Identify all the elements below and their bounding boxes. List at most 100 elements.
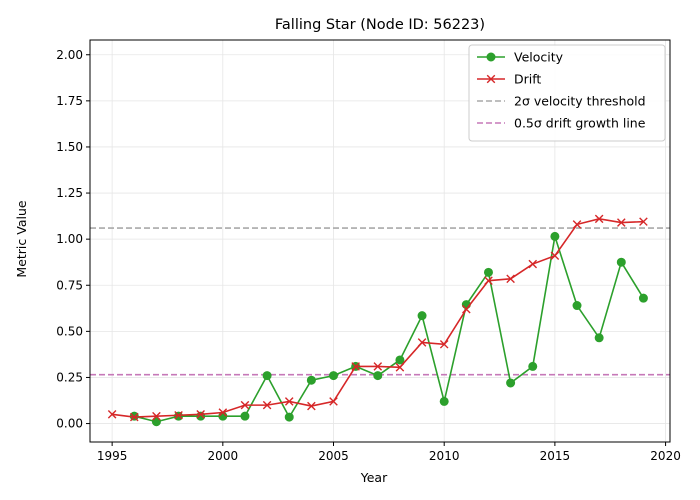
data-point	[395, 355, 405, 365]
legend-item: Velocity	[477, 50, 564, 65]
marker-stroke	[550, 251, 560, 261]
marker-stroke	[218, 408, 228, 417]
data-point	[373, 362, 383, 371]
marker-stroke	[351, 362, 360, 371]
marker-stroke	[196, 410, 205, 419]
marker-stroke	[174, 410, 183, 420]
marker-stroke	[486, 74, 496, 84]
marker-stroke	[107, 410, 117, 419]
data-point	[638, 293, 648, 303]
y-tick-label: 0.75	[56, 278, 83, 292]
marker-stroke	[439, 339, 449, 349]
data-point	[351, 362, 360, 371]
data-point	[439, 396, 449, 406]
legend-item: Drift	[477, 72, 541, 87]
data-point	[486, 52, 496, 62]
marker-stroke	[594, 214, 604, 224]
marker-stroke	[462, 304, 471, 314]
y-tick-label: 1.75	[56, 94, 83, 108]
marker-stroke	[152, 411, 161, 421]
data-point	[417, 338, 427, 347]
marker-stroke	[528, 259, 538, 269]
data-point	[483, 267, 493, 277]
data-point	[550, 231, 560, 241]
data-point	[639, 217, 648, 226]
marker-stroke	[395, 363, 405, 372]
marker-stroke	[373, 362, 383, 371]
legend-item: 2σ velocity threshold	[477, 94, 646, 109]
legend-label: 2σ velocity threshold	[514, 94, 646, 109]
data-point	[174, 410, 183, 420]
legend-box	[468, 44, 666, 142]
data-point	[594, 333, 604, 343]
x-axis-ticks: 1995 2000 2005 2010 2015 2020	[97, 442, 681, 463]
data-point	[439, 339, 449, 349]
data-point	[462, 304, 471, 314]
data-point	[572, 220, 582, 229]
y-tick-label: 1.50	[56, 140, 83, 154]
x-tick-label: 2010	[429, 449, 460, 463]
y-tick-label: 2.00	[56, 48, 83, 62]
x-tick-label: 2020	[650, 449, 681, 463]
y-tick-label: 1.25	[56, 186, 83, 200]
data-point	[307, 401, 316, 411]
x-axis-label: Year	[360, 470, 388, 485]
legend-item: 0.5σ drift growth line	[477, 116, 646, 131]
data-point	[196, 410, 205, 419]
data-point	[395, 363, 405, 372]
marker-stroke	[417, 338, 427, 347]
y-tick-label: 1.00	[56, 232, 83, 246]
y-axis-ticks: 0.00 0.25 0.50 0.75 1.00 1.25 1.50 1.75 2.00	[56, 48, 90, 431]
legend: Velocity Drift 2σ velocity threshold 0.5σ d…	[468, 44, 666, 142]
x-tick-label: 1995	[97, 449, 128, 463]
marker-stroke	[129, 412, 139, 422]
y-tick-label: 0.25	[56, 370, 83, 384]
marker-stroke	[572, 220, 582, 229]
marker-stroke	[307, 401, 316, 411]
y-tick-label: 0.00	[56, 417, 83, 431]
data-point	[218, 408, 228, 417]
marker-stroke	[617, 218, 626, 227]
data-point	[329, 371, 339, 381]
marker-stroke	[284, 397, 294, 406]
legend-label: 0.5σ drift growth line	[514, 116, 646, 131]
data-point	[284, 412, 294, 422]
grid	[90, 40, 670, 442]
data-point	[484, 276, 493, 285]
data-point	[528, 361, 538, 371]
legend-label: Drift	[514, 72, 541, 87]
marker-stroke	[484, 276, 493, 285]
marker-stroke	[329, 397, 338, 406]
marker-stroke	[639, 217, 648, 226]
y-tick-label: 0.50	[56, 324, 83, 338]
data-point	[262, 400, 272, 410]
data-point	[550, 251, 560, 261]
data-point	[506, 378, 516, 388]
data-point	[616, 257, 626, 267]
data-point	[284, 397, 294, 406]
marker-stroke	[240, 400, 250, 410]
data-point	[306, 375, 316, 385]
data-point	[151, 417, 161, 427]
data-point	[373, 371, 383, 381]
data-point	[129, 412, 139, 422]
data-point	[528, 259, 538, 269]
data-point	[329, 397, 338, 406]
marker-stroke	[262, 400, 272, 410]
data-point	[417, 311, 427, 321]
plot-frame	[89, 39, 671, 443]
data-point	[152, 411, 161, 421]
marker-stroke	[506, 274, 515, 284]
series-drift	[107, 214, 648, 422]
data-point	[486, 74, 496, 84]
data-point	[506, 274, 515, 284]
x-tick-label: 2005	[318, 449, 349, 463]
data-point	[240, 400, 250, 410]
x-tick-label: 2015	[540, 449, 571, 463]
chart-title: Falling Star (Node ID: 56223)	[275, 17, 485, 33]
data-point	[572, 301, 582, 311]
series-group	[107, 214, 648, 427]
legend-label: Velocity	[514, 50, 564, 65]
data-point	[594, 214, 604, 224]
